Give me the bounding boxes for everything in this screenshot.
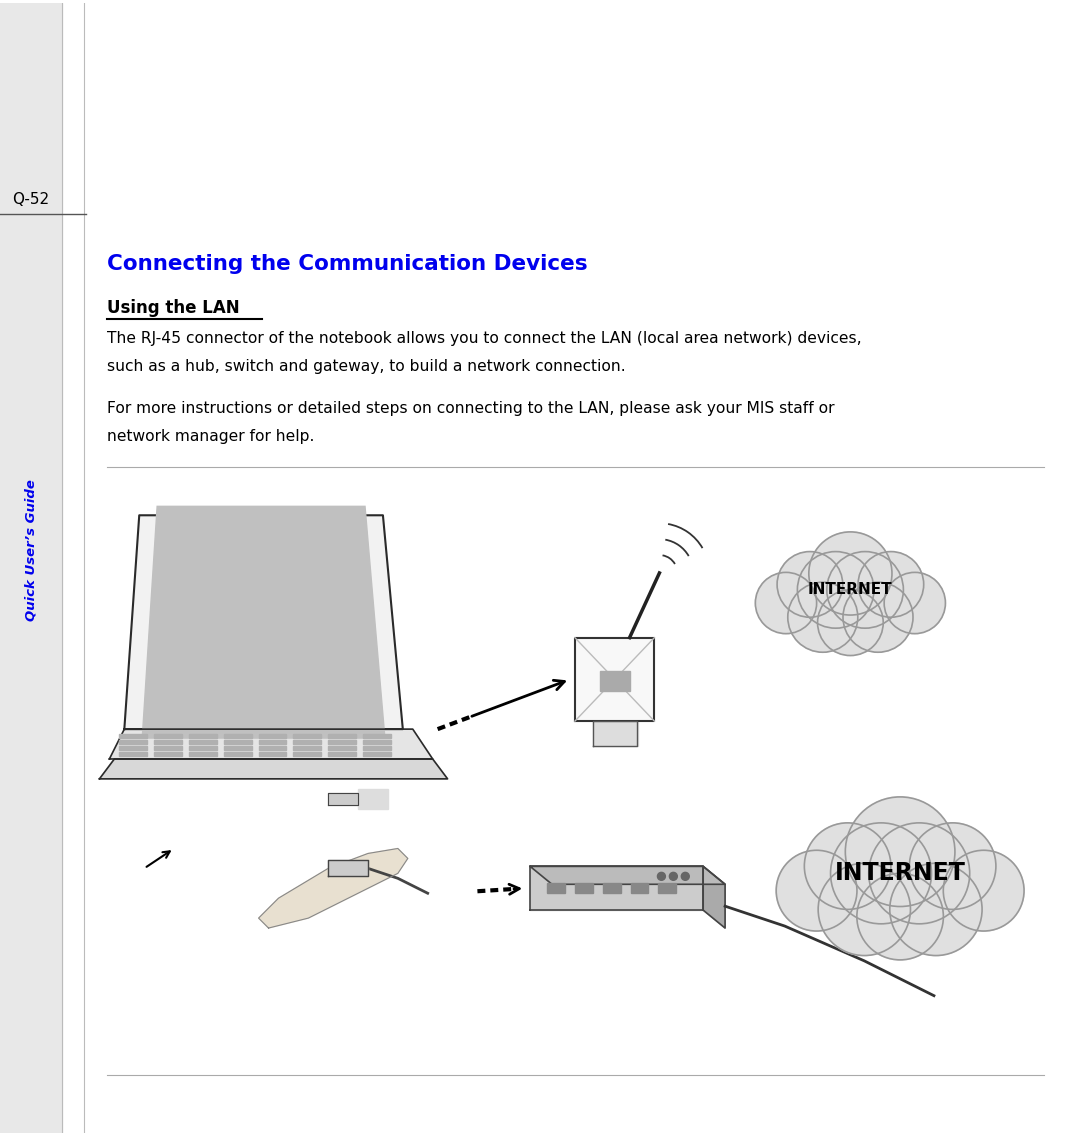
Circle shape (787, 583, 857, 652)
Bar (188, 734, 216, 738)
Polygon shape (703, 867, 725, 928)
Bar (120, 734, 148, 738)
Circle shape (805, 822, 891, 910)
Bar (603, 884, 620, 893)
Bar (154, 752, 182, 755)
Text: Using the LAN: Using the LAN (108, 300, 240, 317)
Polygon shape (110, 729, 433, 759)
Bar (328, 740, 356, 744)
Circle shape (817, 590, 883, 655)
Bar (120, 740, 148, 744)
Bar (328, 860, 368, 876)
Bar (293, 752, 321, 755)
Bar (547, 884, 565, 893)
Text: Quick User’s Guide: Quick User’s Guide (25, 479, 38, 621)
Bar (363, 734, 391, 738)
Circle shape (809, 532, 892, 615)
Polygon shape (99, 759, 448, 779)
Bar (188, 746, 216, 750)
Bar (224, 752, 252, 755)
Bar (120, 752, 148, 755)
Bar (188, 740, 216, 744)
Circle shape (657, 872, 666, 880)
Text: For more instructions or detailed steps on connecting to the LAN, please ask you: For more instructions or detailed steps … (108, 401, 835, 416)
Text: INTERNET: INTERNET (835, 861, 966, 885)
Bar (258, 746, 286, 750)
Text: The RJ-45 connector of the notebook allows you to connect the LAN (local area ne: The RJ-45 connector of the notebook allo… (108, 332, 862, 346)
Polygon shape (530, 867, 703, 910)
Circle shape (943, 850, 1024, 932)
Bar (154, 734, 182, 738)
Bar (258, 740, 286, 744)
Bar (631, 884, 648, 893)
Bar (120, 746, 148, 750)
Polygon shape (258, 849, 408, 928)
Circle shape (843, 583, 913, 652)
Bar (293, 746, 321, 750)
Bar (658, 884, 676, 893)
Polygon shape (530, 867, 725, 884)
Text: network manager for help.: network manager for help. (108, 428, 314, 444)
Text: INTERNET: INTERNET (808, 583, 893, 598)
Circle shape (670, 872, 677, 880)
Circle shape (682, 872, 689, 880)
Bar (154, 746, 182, 750)
Bar (328, 793, 358, 804)
Circle shape (830, 822, 932, 924)
Circle shape (909, 822, 996, 910)
Text: Connecting the Communication Devices: Connecting the Communication Devices (108, 253, 588, 274)
Bar (328, 752, 356, 755)
Circle shape (797, 552, 873, 628)
Circle shape (869, 822, 969, 924)
Circle shape (884, 573, 946, 634)
Text: Q-52: Q-52 (12, 192, 50, 208)
Bar (600, 671, 630, 692)
Bar (258, 734, 286, 738)
Bar (363, 752, 391, 755)
Bar (0, 3, 61, 1133)
Bar (328, 734, 356, 738)
Bar (258, 752, 286, 755)
Bar (358, 788, 388, 809)
Bar (293, 740, 321, 744)
Bar (592, 721, 638, 746)
Bar (363, 746, 391, 750)
Bar (188, 752, 216, 755)
Circle shape (845, 797, 955, 907)
Text: such as a hub, switch and gateway, to build a network connection.: such as a hub, switch and gateway, to bu… (108, 359, 626, 374)
Bar (328, 746, 356, 750)
Bar (363, 740, 391, 744)
Bar (224, 740, 252, 744)
Polygon shape (142, 507, 384, 738)
Polygon shape (124, 516, 403, 729)
Bar (293, 734, 321, 738)
Circle shape (777, 850, 857, 932)
Circle shape (857, 874, 943, 960)
Circle shape (827, 552, 904, 628)
Circle shape (819, 863, 910, 955)
Circle shape (890, 863, 982, 955)
Bar (154, 740, 182, 744)
Bar (575, 884, 592, 893)
Bar (575, 636, 655, 721)
Circle shape (755, 573, 816, 634)
Circle shape (778, 552, 842, 617)
Bar (224, 746, 252, 750)
Circle shape (858, 552, 924, 617)
Bar (224, 734, 252, 738)
